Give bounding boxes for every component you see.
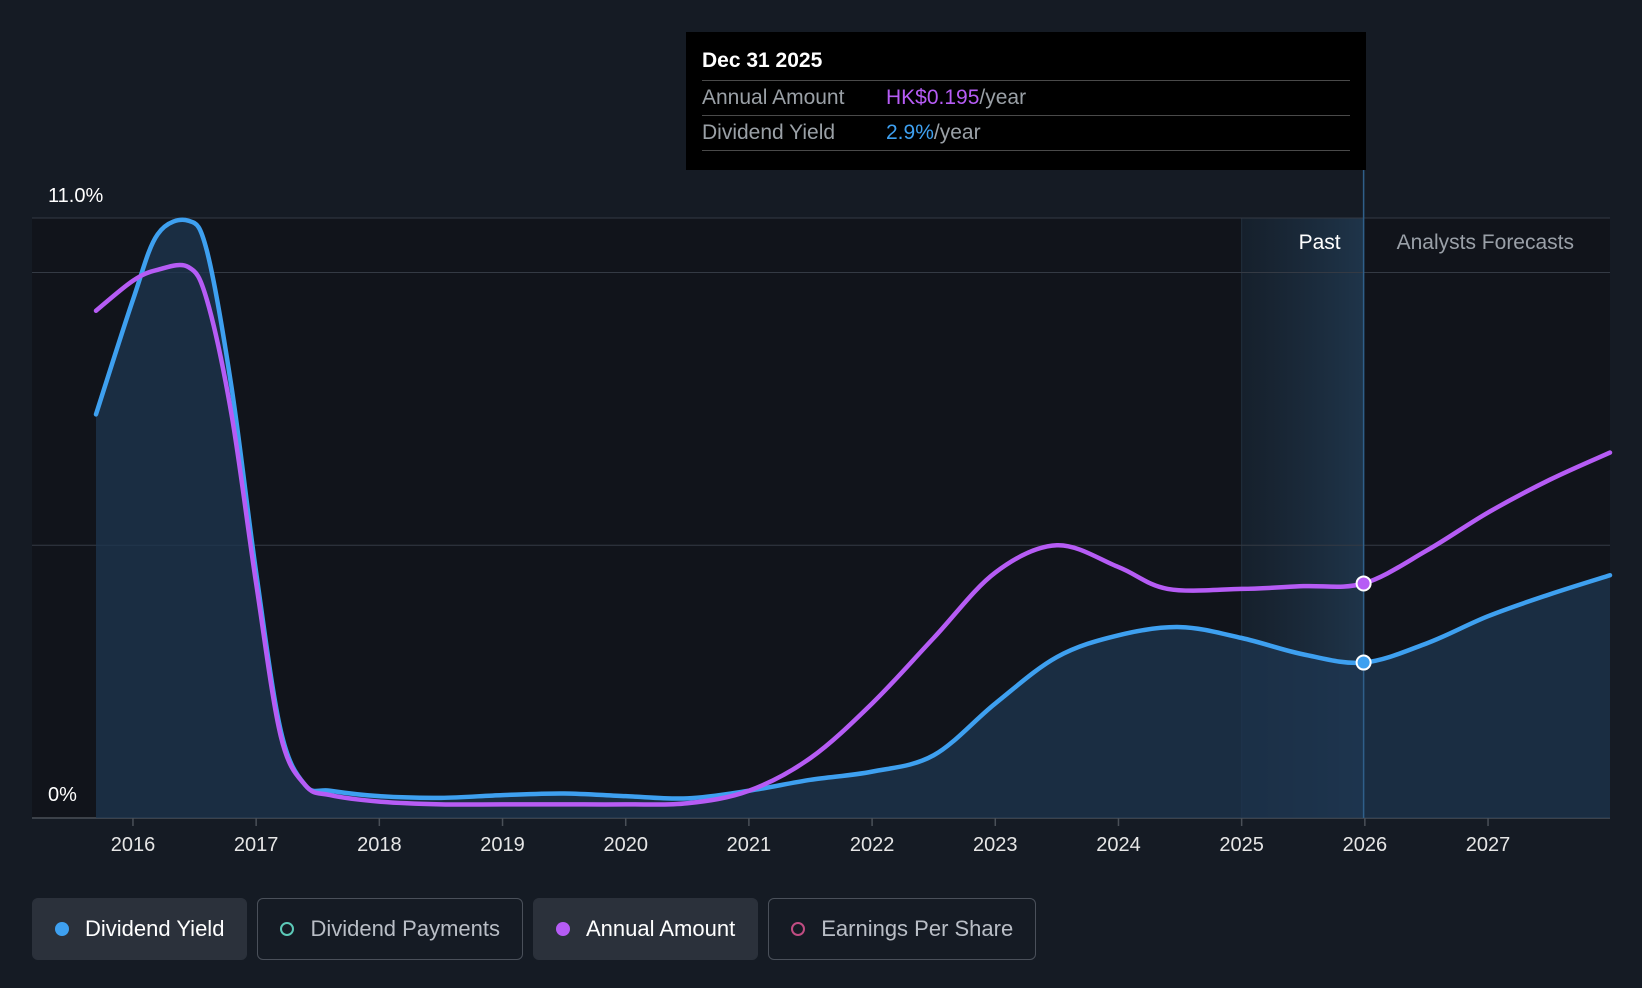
annual-amount-dot-icon	[555, 922, 570, 936]
legend-label: Earnings Per Share	[821, 916, 1014, 941]
forecast-label: Analysts Forecasts	[1397, 231, 1574, 254]
dividend-yield-dot-icon	[55, 922, 69, 936]
y-axis-bottom-label: 0%	[48, 784, 77, 806]
x-tick-label: 2025	[1219, 834, 1264, 856]
x-tick-label: 2016	[111, 834, 156, 856]
x-tick-label: 2027	[1466, 834, 1511, 856]
tooltip-annual-amount-unit: /year	[979, 86, 1027, 109]
x-tick-label: 2024	[1096, 834, 1141, 856]
annual-amount-marker	[1355, 575, 1372, 592]
x-tick-label: 2019	[480, 834, 525, 856]
legend-label: Annual Amount	[585, 916, 736, 941]
x-tick-label: 2023	[973, 834, 1018, 856]
x-tick-label: 2026	[1343, 834, 1388, 856]
hover-tooltip: Dec 31 2025 Annual Amount HK$0.195 /year…	[686, 32, 1366, 170]
dividend-payments-ring-icon	[280, 922, 295, 936]
legend-dividend-yield-button[interactable]: Dividend Yield	[32, 898, 248, 960]
past-label: Past	[1299, 231, 1341, 254]
annual-amount-line	[93, 262, 1613, 807]
tooltip-row-annual-amount: Annual Amount HK$0.195 /year	[702, 81, 1350, 116]
tooltip-dividend-yield-value: 2.9%	[886, 121, 934, 144]
x-tick-label: 2017	[234, 834, 279, 856]
dividend-yield-marker	[1355, 654, 1372, 671]
tooltip-dividend-yield-label: Dividend Yield	[702, 121, 836, 144]
tooltip-row-dividend-yield: Dividend Yield 2.9% /year	[702, 116, 1350, 151]
tooltip-annual-amount-label: Annual Amount	[702, 86, 845, 109]
chart-legend: Dividend Yield Dividend Payments Annual …	[32, 898, 1037, 960]
legend-label: Dividend Payments	[310, 916, 500, 941]
legend-label: Dividend Yield	[85, 916, 225, 941]
dividend-yield-line	[93, 217, 1613, 801]
dividend-yield-area	[96, 219, 1610, 819]
x-tick-label: 2022	[850, 834, 895, 856]
x-tick-label: 2021	[727, 834, 772, 856]
earnings-per-share-ring-icon	[791, 922, 806, 936]
tooltip-date: Dec 31 2025	[702, 46, 1350, 81]
y-axis-top-label: 11.0%	[48, 185, 103, 207]
legend-dividend-payments-button[interactable]: Dividend Payments	[257, 898, 523, 960]
x-tick-label: 2020	[603, 834, 648, 856]
legend-annual-amount-button[interactable]: Annual Amount	[532, 898, 759, 960]
legend-earnings-per-share-button[interactable]: Earnings Per Share	[768, 898, 1037, 960]
tooltip-annual-amount-value: HK$0.195	[886, 86, 980, 109]
x-tick-label: 2018	[357, 834, 402, 856]
tooltip-dividend-yield-unit: /year	[933, 121, 981, 144]
